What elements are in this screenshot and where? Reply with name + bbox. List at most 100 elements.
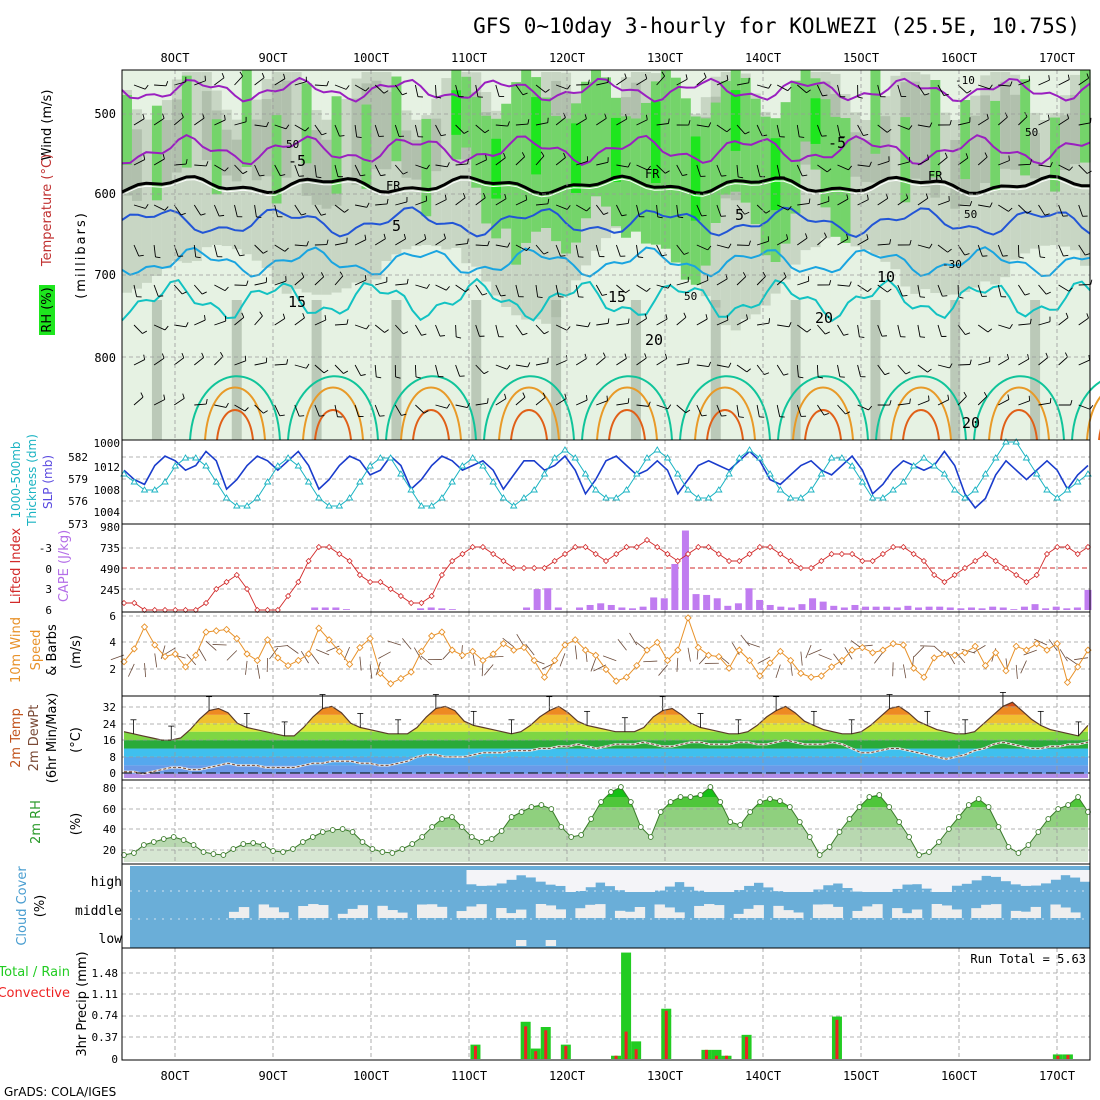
wind-barb	[535, 324, 545, 335]
wind10-point	[294, 656, 302, 665]
cape-bar	[703, 594, 711, 610]
wind-barb	[133, 396, 144, 406]
precip-tick: 1.11	[92, 988, 119, 1001]
rh-shade-cell	[690, 136, 702, 221]
wind-barb	[274, 318, 286, 326]
cloud-middle-clear	[951, 909, 962, 918]
cloud-high-clear	[842, 870, 853, 889]
thickness-point	[950, 486, 959, 493]
lifted-index-point	[520, 564, 528, 572]
top-x-axis: 8OCT 9OCT 10OCT 11OCT 12OCT 13OCT 14OCT …	[161, 51, 1076, 65]
cape-bar	[904, 605, 912, 610]
wind-barb-flag	[621, 214, 627, 217]
wind-barb	[395, 238, 406, 246]
wind10-point	[992, 649, 1000, 657]
thickness-point	[817, 470, 826, 477]
rh-shade-cell	[311, 130, 323, 205]
wind-barb-flag	[744, 211, 750, 215]
wind-barb	[595, 244, 600, 257]
cloud-high-clear	[901, 870, 913, 885]
wind-barb-flag	[487, 240, 490, 246]
cloud-middle-clear	[614, 910, 626, 918]
rh2m-point	[319, 829, 326, 835]
wind-barb	[193, 204, 202, 216]
rh-shade-cell	[780, 102, 792, 244]
wind-barb-flag	[304, 127, 310, 132]
thickness-point	[940, 470, 949, 477]
cape-bar	[957, 608, 965, 610]
lifted-index-point	[654, 543, 661, 551]
wind-barb	[274, 280, 287, 286]
cloud-high-clear	[515, 870, 527, 876]
cloud-middle-clear	[862, 906, 873, 918]
thickness-point	[386, 454, 395, 461]
wind-barb	[595, 284, 603, 296]
wind-barb	[1018, 284, 1026, 296]
wind10-barb	[502, 637, 514, 648]
wind-barb	[294, 404, 300, 417]
wind10-point	[1002, 667, 1010, 675]
cloud-high-clear	[585, 870, 596, 888]
wind-barb-flag	[886, 128, 892, 133]
wind-barb-flag	[885, 193, 889, 199]
temp-contour-30	[412, 409, 450, 441]
wind-barb	[234, 121, 247, 126]
wind10-barb	[676, 657, 679, 672]
cloud-high-clear	[575, 870, 586, 892]
cloud-middle-clear	[1060, 907, 1071, 918]
wind10-point	[325, 636, 333, 644]
thickness-point	[284, 454, 292, 461]
wind-barb-flag	[768, 318, 771, 324]
wind-barb	[997, 244, 1004, 257]
rh-shade-cell	[840, 118, 852, 243]
rh-shade-cell	[191, 72, 203, 262]
cloud-middle-clear	[347, 908, 359, 918]
rh-shade-cell	[950, 300, 961, 440]
wind-barb	[334, 275, 344, 286]
wind-barb	[756, 164, 761, 177]
rh2m-point	[926, 849, 932, 855]
rh-band	[124, 827, 1088, 847]
wind-barb-flag	[742, 272, 747, 277]
wind-barb-flag	[1018, 256, 1024, 259]
chart-title: GFS 0~10day 3-hourly for KOLWEZI (25.5E,…	[473, 14, 1080, 38]
wind-barb-flag	[401, 413, 407, 416]
thickness-point	[991, 454, 1000, 461]
rh2m-point	[190, 842, 197, 848]
cloud-high-clear	[535, 870, 547, 882]
wind-barb	[776, 276, 787, 286]
wind-barb	[797, 280, 809, 286]
lifted-index-point	[459, 550, 466, 558]
wind-barb	[937, 84, 945, 96]
rh2m-point	[747, 809, 753, 815]
wind-barb-flag	[163, 394, 166, 400]
rh-shade-cell	[710, 102, 722, 223]
cape-bar	[713, 598, 721, 610]
cape-bar	[321, 607, 329, 610]
thickness-point	[899, 478, 908, 485]
wind-barb	[535, 397, 546, 406]
wind-barb	[595, 204, 604, 215]
lifted-index-point	[982, 550, 989, 558]
rh2m-label: 2m RH	[29, 800, 44, 844]
wind-barb-flag	[826, 168, 832, 173]
wind10-point	[602, 665, 610, 674]
wind-barb	[455, 364, 461, 377]
wind-barb	[937, 324, 942, 337]
wind10-barb	[413, 647, 422, 660]
rh-shade-cell	[521, 70, 532, 243]
cloud-high-clear	[832, 870, 844, 884]
wind-barb-flag	[1086, 313, 1089, 319]
wind10-barb	[602, 655, 617, 662]
wind-barb-flag	[204, 315, 206, 321]
wind-barb-flag	[1068, 166, 1074, 171]
wind-barb-flag	[625, 114, 628, 120]
wind-barb-flag	[606, 395, 608, 401]
rh-shade-cell	[411, 139, 422, 180]
wind-barb	[736, 124, 746, 135]
temp-contour-25	[498, 386, 560, 441]
wind10-barb	[402, 638, 412, 650]
wind-barb-flag	[406, 278, 409, 284]
cape-bar	[798, 604, 806, 610]
